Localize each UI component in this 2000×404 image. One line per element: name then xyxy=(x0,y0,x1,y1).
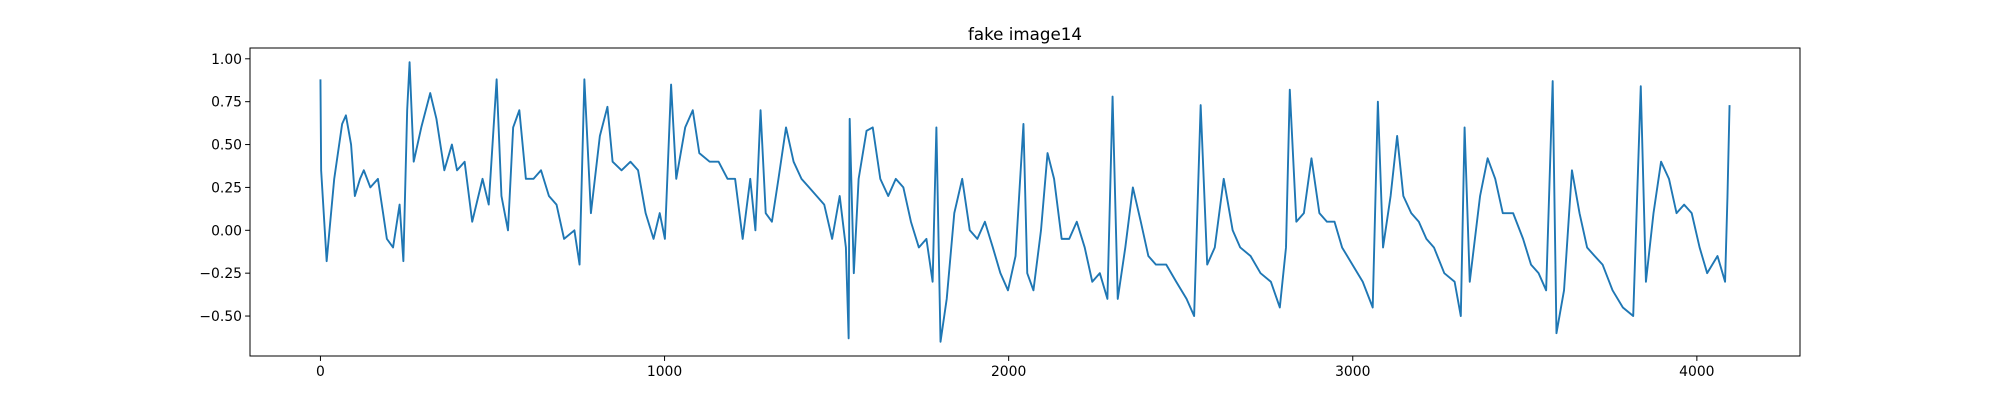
x-tick-label: 3000 xyxy=(1335,364,1370,380)
y-tick-label: 0.00 xyxy=(211,223,242,239)
y-tick-label: −0.50 xyxy=(199,309,242,325)
y-tick-label: 0.50 xyxy=(211,138,242,154)
chart-title: fake image14 xyxy=(968,24,1082,44)
data-line xyxy=(319,61,1731,343)
x-tick-label: 4000 xyxy=(1679,364,1714,380)
x-tick-label: 1000 xyxy=(647,364,682,380)
y-tick-label: −0.25 xyxy=(199,266,242,282)
y-tick-label: 0.25 xyxy=(211,180,242,196)
plot-frame xyxy=(249,47,1801,357)
y-tick-label: 1.00 xyxy=(211,52,242,68)
y-tick-label: 0.75 xyxy=(211,95,242,111)
x-tick-label: 0 xyxy=(316,364,325,380)
x-tick-label: 2000 xyxy=(991,364,1026,380)
